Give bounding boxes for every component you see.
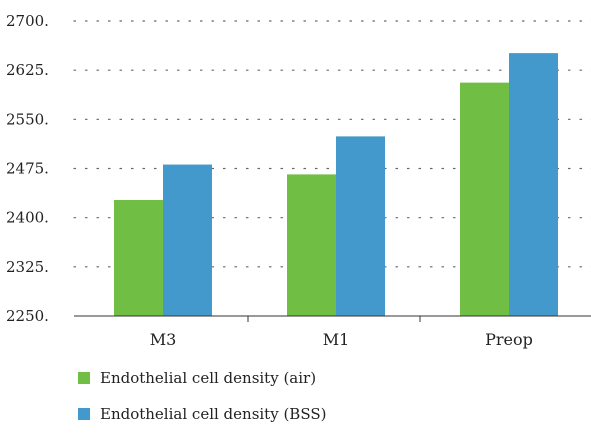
legend-item-air: Endothelial cell density (air) xyxy=(78,368,326,388)
legend-label-air: Endothelial cell density (air) xyxy=(100,369,317,387)
y-tick-label-2325: 2325. xyxy=(6,258,49,276)
y-tick-label-2625: 2625. xyxy=(6,61,49,79)
bar-preop-bss xyxy=(509,53,558,316)
bar-preop-air xyxy=(460,82,509,316)
bar-m3-air xyxy=(114,199,163,316)
y-tick-label-2550: 2550. xyxy=(6,110,49,128)
y-tick-label-2475: 2475. xyxy=(6,160,49,178)
axes xyxy=(74,315,591,322)
bar-m1-bss xyxy=(336,136,385,316)
legend: Endothelial cell density (air) Endotheli… xyxy=(78,368,326,440)
y-tick-label-2250: 2250. xyxy=(6,307,49,325)
x-tick-labels: M3 M1 Preop xyxy=(150,330,533,349)
y-tick-label-2700: 2700. xyxy=(6,12,49,30)
legend-swatch-air xyxy=(78,372,90,384)
bar-m3-bss xyxy=(163,164,212,316)
y-tick-label-2400: 2400. xyxy=(6,209,49,227)
bars xyxy=(114,53,558,316)
y-tick-labels: 2250. 2325. 2400. 2475. 2550. 2625. 2700. xyxy=(6,12,49,325)
bar-chart: 2250. 2325. 2400. 2475. 2550. 2625. 2700. M3 M1… xyxy=(6,12,591,349)
bar-m1-air xyxy=(287,174,336,316)
legend-swatch-bss xyxy=(78,408,90,420)
x-tick-label-m3: M3 xyxy=(150,330,177,349)
legend-item-bss: Endothelial cell density (BSS) xyxy=(78,404,326,424)
legend-label-bss: Endothelial cell density (BSS) xyxy=(100,405,327,423)
x-tick-label-m1: M1 xyxy=(323,330,350,349)
x-tick-label-preop: Preop xyxy=(485,330,533,349)
